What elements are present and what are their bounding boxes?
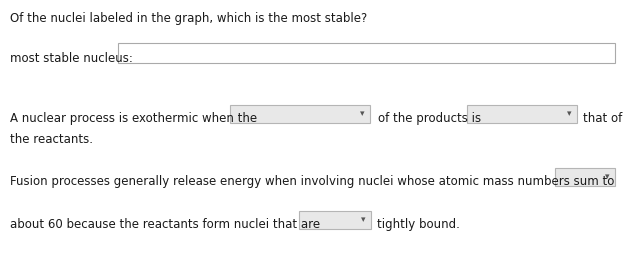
Text: ▾: ▾ — [604, 172, 610, 181]
Text: Of the nuclei labeled in the graph, which is the most stable?: Of the nuclei labeled in the graph, whic… — [10, 12, 367, 25]
Text: ▾: ▾ — [361, 216, 365, 224]
FancyBboxPatch shape — [230, 105, 370, 123]
Text: that of: that of — [583, 112, 622, 125]
Text: tightly bound.: tightly bound. — [377, 218, 460, 231]
Text: ▾: ▾ — [567, 109, 571, 119]
FancyBboxPatch shape — [299, 211, 371, 229]
FancyBboxPatch shape — [467, 105, 577, 123]
FancyBboxPatch shape — [118, 43, 615, 63]
Text: the reactants.: the reactants. — [10, 133, 93, 146]
Text: most stable nucleus:: most stable nucleus: — [10, 52, 133, 65]
Text: about 60 because the reactants form nuclei that are: about 60 because the reactants form nucl… — [10, 218, 320, 231]
Text: Fusion processes generally release energy when involving nuclei whose atomic mas: Fusion processes generally release energ… — [10, 175, 615, 188]
Text: of the products is: of the products is — [378, 112, 481, 125]
FancyBboxPatch shape — [555, 168, 615, 186]
Text: ▾: ▾ — [360, 109, 364, 119]
Text: A nuclear process is exothermic when the: A nuclear process is exothermic when the — [10, 112, 257, 125]
